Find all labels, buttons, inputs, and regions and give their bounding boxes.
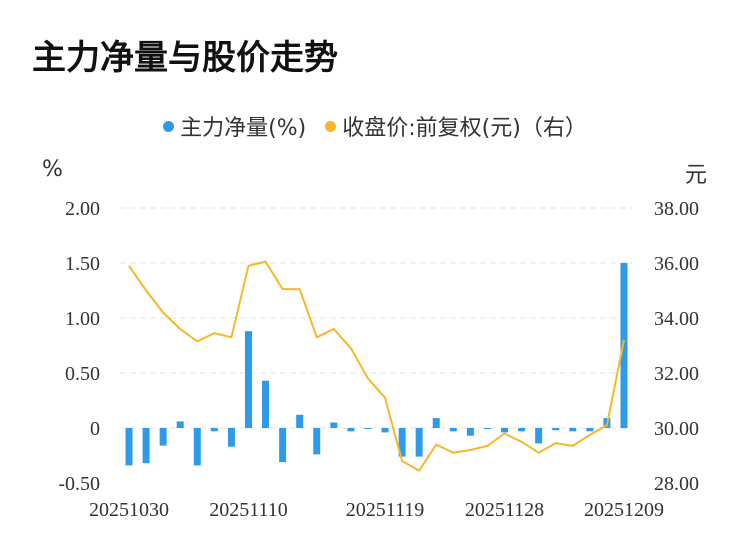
chart-title: 主力净量与股价走势 [32, 38, 338, 78]
right-tick-label: 28.00 [654, 473, 699, 495]
right-axis-unit: 元 [685, 163, 708, 188]
right-tick-label: 34.00 [654, 308, 699, 330]
left-tick-label: 1.50 [65, 253, 100, 275]
left-tick-label: 2.00 [65, 198, 100, 220]
x-tick-label: 20251030 [89, 499, 169, 521]
legend-label-net-volume: 主力净量(%) [180, 116, 307, 141]
bar-net-volume [193, 428, 201, 466]
bar-net-volume [518, 428, 526, 432]
bar-net-volume [552, 428, 560, 431]
bar-net-volume [586, 428, 594, 432]
bar-net-volume [483, 428, 491, 430]
legend-label-close-price: 收盘价:前复权(元)（右） [342, 116, 587, 141]
left-tick-label: 0.50 [65, 363, 100, 385]
bar-net-volume [347, 428, 355, 432]
bar-net-volume [535, 428, 543, 444]
right-tick-label: 30.00 [654, 418, 699, 440]
bar-net-volume [125, 428, 133, 466]
line-close-price [128, 260, 625, 472]
bar-net-volume [330, 422, 338, 428]
legend-item-close-price[interactable]: 收盘价:前复权(元)（右） [325, 110, 587, 142]
bar-net-volume [159, 428, 167, 446]
bar-net-volume [415, 428, 423, 457]
bar-net-volume [142, 428, 150, 464]
bar-net-volume [466, 428, 474, 436]
right-tick-label: 38.00 [654, 198, 699, 220]
legend-line-swatch-icon [325, 121, 337, 132]
bar-net-volume [501, 428, 509, 433]
bar-net-volume [313, 428, 321, 455]
bar-net-volume [432, 418, 440, 428]
bar-net-volume [244, 331, 252, 428]
legend: 主力净量(%) 收盘价:前复权(元)（右） [0, 110, 750, 142]
x-tick-label: 20251110 [209, 499, 288, 521]
bar-net-volume [210, 428, 218, 432]
bar-net-volume [262, 380, 270, 428]
bar-net-volume [569, 428, 577, 432]
bar-net-volume [296, 414, 304, 428]
x-tick-label: 20251128 [465, 499, 544, 521]
bar-net-volume [620, 263, 628, 428]
x-tick-label: 20251209 [584, 499, 664, 521]
left-axis-unit: % [42, 157, 63, 182]
bar-net-volume [398, 428, 406, 457]
left-tick-label: -0.50 [58, 473, 100, 495]
legend-item-net-volume[interactable]: 主力净量(%) [163, 110, 306, 142]
left-tick-label: 0 [90, 418, 100, 440]
left-tick-label: 1.00 [65, 308, 100, 330]
bar-net-volume [449, 428, 457, 432]
bar-net-volume [381, 428, 389, 433]
bar-net-volume [176, 421, 184, 428]
bar-net-volume [279, 428, 287, 463]
right-tick-label: 32.00 [654, 363, 699, 385]
x-tick-label: 20251119 [346, 499, 425, 521]
bar-net-volume [364, 428, 372, 429]
bar-net-volume [227, 428, 235, 447]
legend-bar-swatch-icon [163, 121, 175, 132]
right-tick-label: 36.00 [654, 253, 699, 275]
